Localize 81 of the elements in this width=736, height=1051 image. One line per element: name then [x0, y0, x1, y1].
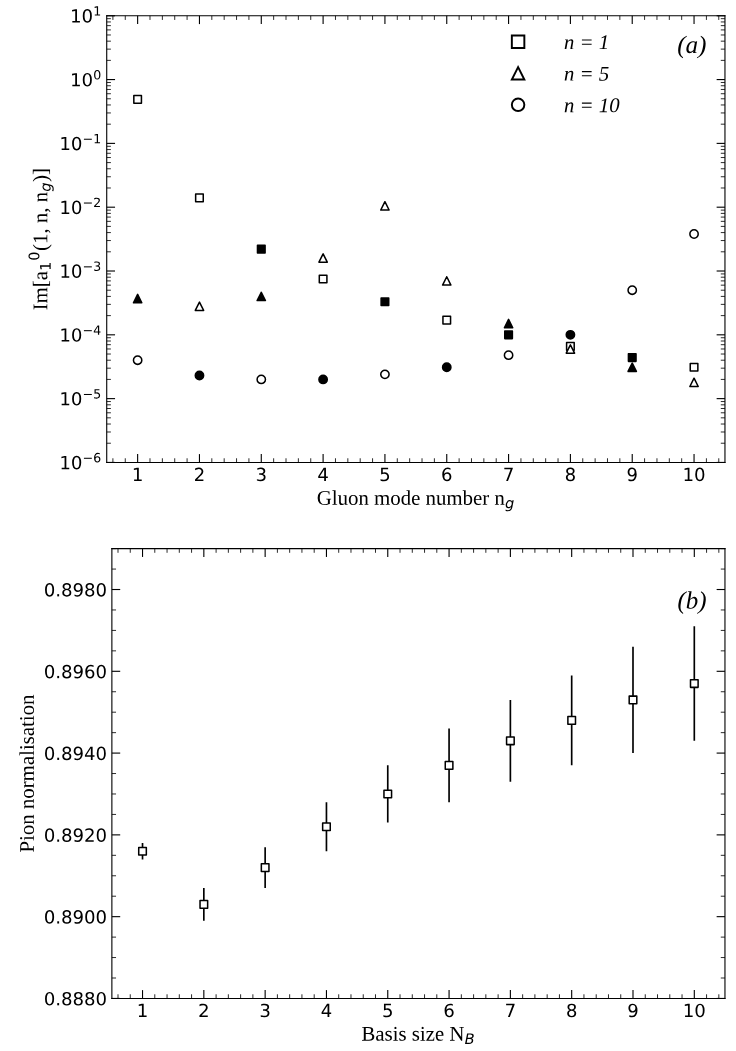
point [256, 244, 266, 254]
x-tick-label: 7 [504, 467, 513, 482]
y-tick-label: 0.8920 [45, 828, 106, 842]
point [689, 362, 699, 372]
x-axis-title: Basis size N$_{B}$ [362, 1026, 474, 1045]
x-tick-label: 5 [380, 467, 390, 482]
point [194, 301, 205, 312]
x-axis-title: Gluon mode number n$_{g}$ [317, 490, 514, 512]
annotation: (a) [678, 35, 706, 59]
point [132, 293, 143, 304]
y-tick-label: 10$^{0}$ [72, 70, 101, 87]
x-tick-label: 10 [684, 467, 705, 482]
y-tick-label: 0.8900 [45, 910, 106, 924]
x-tick-label: 6 [444, 1003, 454, 1018]
point [567, 715, 577, 725]
x-tick-label: 6 [442, 467, 452, 482]
point [565, 329, 576, 340]
point [199, 899, 209, 909]
point [133, 94, 143, 104]
point [256, 291, 267, 302]
point [256, 374, 267, 385]
y-tick-label: 10$^{1}$ [72, 6, 101, 23]
point [627, 362, 638, 373]
x-tick-label: 9 [627, 467, 637, 482]
x-tick-label: 2 [195, 467, 204, 482]
point [318, 374, 329, 385]
x-tick-label: 7 [506, 1003, 515, 1018]
point [379, 369, 390, 380]
point [503, 318, 514, 329]
point [318, 253, 329, 263]
x-tick-label: 1 [138, 1003, 147, 1018]
x-tick-label: 3 [260, 1003, 270, 1018]
point [379, 200, 390, 211]
point [628, 695, 638, 705]
point [444, 760, 454, 770]
point [505, 736, 515, 746]
y-axis-title: Im[a$_{1}$$^{0}$(1, n, n$_{g}$)] [28, 169, 54, 310]
point [380, 297, 390, 307]
point [194, 370, 205, 381]
point [441, 362, 452, 373]
x-tick-label: 1 [133, 467, 142, 482]
y-tick-label: 0.8960 [45, 664, 106, 679]
point [689, 377, 699, 388]
point [441, 275, 452, 286]
point [321, 822, 332, 832]
y-tick-label: 0.8940 [45, 746, 106, 761]
x-tick-label: 4 [318, 467, 328, 482]
x-tick-label: 5 [383, 1003, 392, 1018]
x-tick-label: 4 [321, 1003, 332, 1018]
y-tick-label: 10$^{−1}$ [61, 134, 101, 151]
y-tick-label: 10$^{−6}$ [61, 452, 101, 470]
point [260, 863, 270, 873]
legend-label: n = 5 [564, 66, 609, 81]
x-tick-label: 8 [565, 467, 575, 482]
y-tick-label: 10$^{−3}$ [61, 261, 101, 278]
y-tick-label: 0.8880 [45, 991, 106, 1006]
point [383, 789, 393, 799]
y-tick-label: 10$^{−4}$ [61, 325, 101, 342]
y-tick-label: 10$^{−5}$ [61, 389, 101, 406]
y-tick-label: 0.8980 [45, 582, 106, 597]
legend-label: n = 1 [564, 35, 607, 50]
point [689, 229, 699, 239]
x-tick-label: 2 [199, 1003, 208, 1018]
point [504, 330, 514, 340]
point [442, 315, 452, 325]
point [132, 355, 143, 366]
legend-label: n = 10 [564, 98, 620, 113]
annotation: (b) [678, 591, 706, 614]
y-tick-label: 10$^{−2}$ [61, 197, 100, 215]
point [194, 193, 205, 203]
point [503, 350, 514, 361]
point [627, 353, 637, 363]
x-tick-label: 8 [567, 1003, 577, 1018]
x-tick-label: 10 [684, 1003, 705, 1018]
point [137, 846, 148, 856]
x-tick-label: 9 [628, 1003, 638, 1018]
point [627, 285, 638, 296]
point [318, 274, 328, 284]
point [689, 679, 699, 689]
x-tick-label: 3 [256, 467, 266, 482]
y-axis-title: Pion normalisation [19, 694, 35, 852]
